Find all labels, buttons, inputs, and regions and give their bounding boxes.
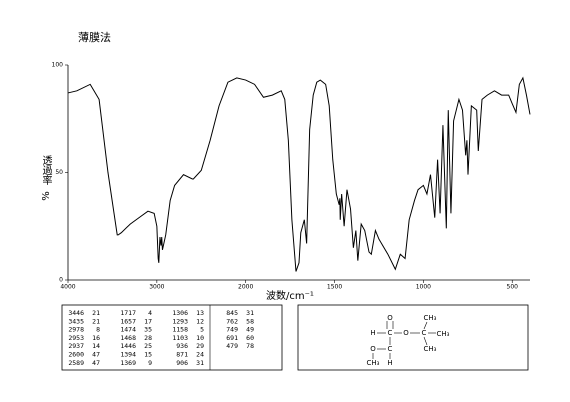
spectrum-line <box>67 76 531 272</box>
peak-transmittance: 17 <box>144 317 152 325</box>
peak-transmittance: 78 <box>246 342 254 350</box>
peak-wavenumber: 871 <box>176 351 188 359</box>
peak-wavenumber: 1103 <box>172 334 188 342</box>
peak-wavenumber: 906 <box>176 359 188 367</box>
peak-table-frame <box>61 304 283 371</box>
peak-wavenumber: 1369 <box>120 359 136 367</box>
x-tick-label: 500 <box>507 284 519 291</box>
x-tick-label: 4000 <box>60 284 75 291</box>
peak-transmittance: 47 <box>92 351 100 359</box>
peak-wavenumber: 1468 <box>120 334 136 342</box>
peak-wavenumber: 762 <box>226 317 238 325</box>
atom-label: O <box>403 329 409 337</box>
peak-transmittance: 28 <box>144 334 152 342</box>
peak-transmittance: 24 <box>196 351 204 359</box>
y-tick-label: 100 <box>52 62 64 69</box>
peak-wavenumber: 1394 <box>120 351 136 359</box>
x-tick-label: 1500 <box>327 284 342 291</box>
peak-transmittance: 14 <box>92 342 100 350</box>
x-tick-label: 2000 <box>238 284 253 291</box>
atom-label: C <box>388 345 393 353</box>
x-axis-label: 波数/cm⁻¹ <box>266 289 314 302</box>
peak-transmittance: 9 <box>148 359 152 367</box>
peak-transmittance: 58 <box>246 317 254 325</box>
peak-transmittance: 15 <box>144 351 152 359</box>
peak-transmittance: 13 <box>196 309 204 317</box>
chart-title: 薄膜法 <box>78 30 111 44</box>
y-tick-label: 50 <box>55 169 63 176</box>
peak-transmittance: 4 <box>148 309 152 317</box>
peak-wavenumber: 1474 <box>120 326 136 334</box>
atom-label: C <box>422 329 427 337</box>
peak-wavenumber: 1306 <box>172 309 188 317</box>
peak-wavenumber: 845 <box>226 309 238 317</box>
y-tick-label: 0 <box>59 277 63 284</box>
peak-transmittance: 12 <box>196 317 204 325</box>
peak-transmittance: 16 <box>92 334 100 342</box>
peak-wavenumber: 1717 <box>120 309 136 317</box>
peak-transmittance: 31 <box>196 359 204 367</box>
peak-wavenumber: 2589 <box>68 359 84 367</box>
peak-transmittance: 60 <box>246 334 254 342</box>
atom-label: CH₃ <box>424 314 437 322</box>
peak-wavenumber: 2600 <box>68 351 84 359</box>
peak-transmittance: 49 <box>246 326 254 334</box>
peak-wavenumber: 1158 <box>172 326 188 334</box>
peak-transmittance: 31 <box>246 309 254 317</box>
peak-transmittance: 21 <box>92 317 100 325</box>
peak-wavenumber: 2937 <box>68 342 84 350</box>
peak-transmittance: 29 <box>196 342 204 350</box>
atom-label: H <box>387 359 392 367</box>
peak-transmittance: 47 <box>92 359 100 367</box>
peak-transmittance: 10 <box>196 334 204 342</box>
peak-wavenumber: 1657 <box>120 317 136 325</box>
peak-wavenumber: 749 <box>226 326 238 334</box>
bond <box>423 336 428 346</box>
atom-label: O <box>387 314 393 322</box>
atom-label: CH₃ <box>437 330 450 338</box>
peak-transmittance: 35 <box>144 326 152 334</box>
bond <box>423 321 428 330</box>
structure-frame <box>297 304 529 371</box>
atom-label: CH₃ <box>424 345 437 353</box>
peak-wavenumber: 2978 <box>68 326 84 334</box>
peak-wavenumber: 1446 <box>120 342 136 350</box>
peak-transmittance: 21 <box>92 309 100 317</box>
peak-transmittance: 8 <box>96 326 100 334</box>
peak-transmittance: 25 <box>144 342 152 350</box>
y-axis-unit: % <box>41 191 52 201</box>
peak-wavenumber: 3435 <box>68 317 84 325</box>
y-axis-label: 透過率 <box>40 155 52 186</box>
peak-wavenumber: 479 <box>226 342 238 350</box>
x-tick-label: 3000 <box>149 284 164 291</box>
x-tick-label: 1000 <box>416 284 431 291</box>
atom-label: O <box>370 345 376 353</box>
atom-label: C <box>388 329 393 337</box>
peak-wavenumber: 691 <box>226 334 238 342</box>
peak-wavenumber: 936 <box>176 342 188 350</box>
peak-wavenumber: 2953 <box>68 334 84 342</box>
peak-wavenumber: 3446 <box>68 309 84 317</box>
peak-transmittance: 5 <box>200 326 204 334</box>
atom-label: H <box>370 329 375 337</box>
atom-label: CH₃ <box>367 359 380 367</box>
peak-wavenumber: 1293 <box>172 317 188 325</box>
